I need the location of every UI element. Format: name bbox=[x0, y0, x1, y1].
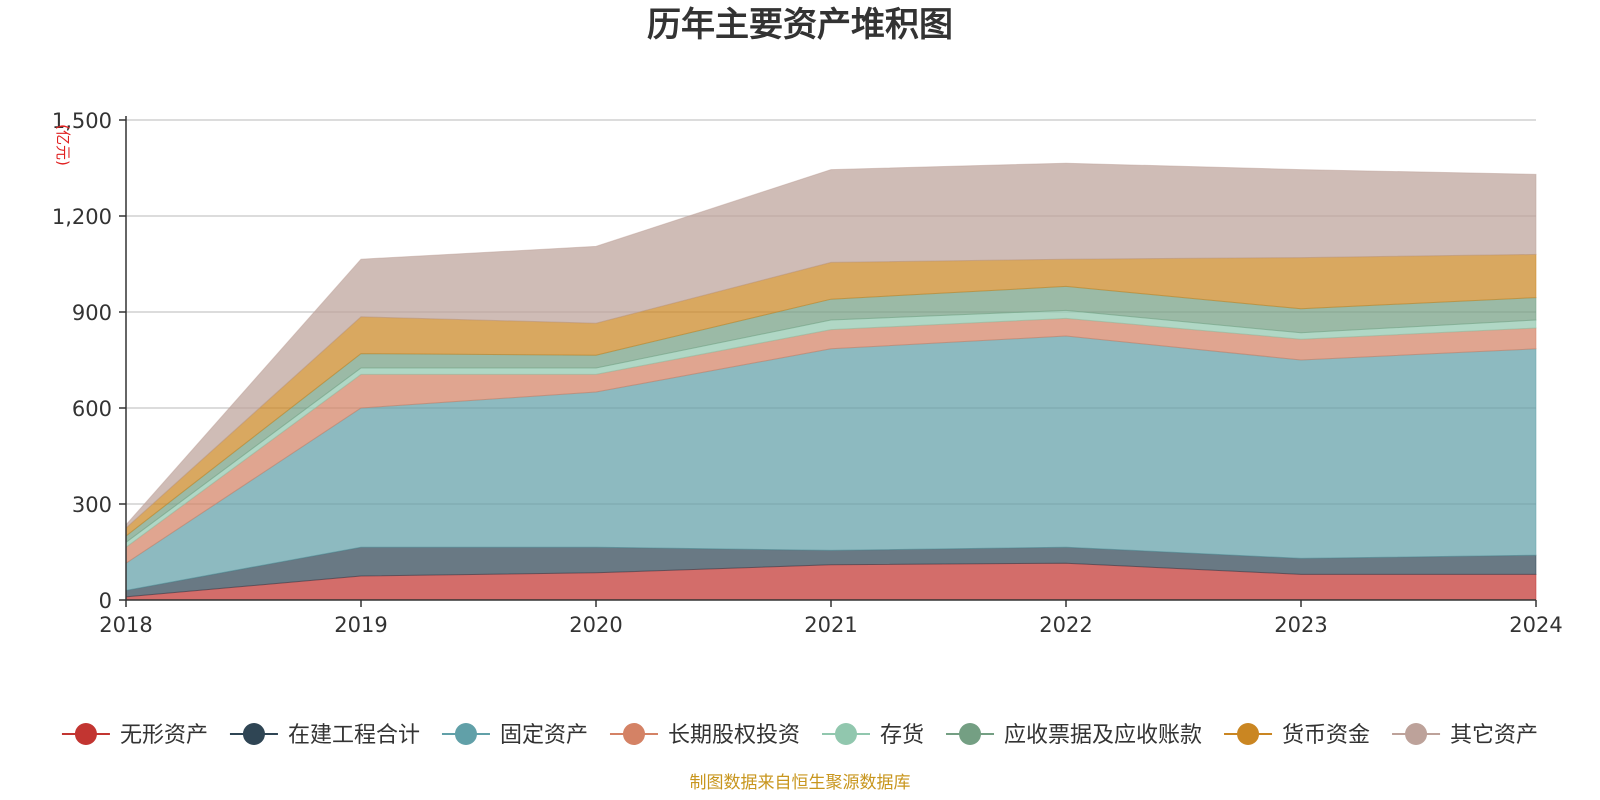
legend-marker bbox=[1405, 723, 1428, 745]
legend-item[interactable]: 固定资产 bbox=[441, 723, 588, 748]
legend-marker bbox=[454, 723, 477, 745]
y-tick-label: 1,200 bbox=[52, 205, 112, 229]
area-series bbox=[125, 162, 1537, 601]
legend-label: 固定资产 bbox=[500, 723, 588, 748]
x-tick-label: 2018 bbox=[99, 613, 152, 637]
legend-item[interactable]: 应收票据及应收账款 bbox=[946, 723, 1202, 748]
y-tick-label: 300 bbox=[72, 493, 112, 517]
data-source-note: 制图数据来自恒生聚源数据库 bbox=[690, 773, 911, 793]
legend-item[interactable]: 货币资金 bbox=[1224, 723, 1370, 748]
legend-marker bbox=[1237, 723, 1260, 745]
legend: 无形资产 在建工程合计 固定资产 长期股权投资 存货 应收票据及应收账款 货币资金 其它资产 bbox=[61, 723, 1538, 748]
chart-title: 历年主要资产堆积图 bbox=[647, 5, 953, 45]
legend-label: 货币资金 bbox=[1282, 723, 1370, 748]
y-tick-label: 1,500 bbox=[52, 109, 112, 133]
legend-label: 存货 bbox=[880, 723, 924, 748]
y-axis-unit: (亿元) bbox=[54, 124, 72, 166]
legend-label: 其它资产 bbox=[1450, 723, 1538, 748]
legend-label: 长期股权投资 bbox=[668, 723, 800, 748]
x-tick-label: 2021 bbox=[804, 613, 857, 637]
legend-marker bbox=[242, 723, 265, 745]
legend-marker bbox=[835, 723, 857, 745]
legend-item[interactable]: 无形资产 bbox=[61, 723, 208, 748]
y-tick-label: 600 bbox=[72, 397, 112, 421]
legend-item[interactable]: 存货 bbox=[822, 723, 924, 748]
x-tick-label: 2020 bbox=[569, 613, 622, 637]
x-tick-label: 2019 bbox=[334, 613, 387, 637]
axes: 0 300 600 900 1,200 1,500 2018 2019 2020 2021 2022… bbox=[52, 109, 1563, 637]
x-tick-label: 2024 bbox=[1509, 613, 1562, 637]
legend-label: 在建工程合计 bbox=[288, 723, 420, 748]
legend-item[interactable]: 其它资产 bbox=[1392, 723, 1538, 748]
y-tick-label: 900 bbox=[72, 301, 112, 325]
x-tick-label: 2023 bbox=[1274, 613, 1327, 637]
area-series-8 bbox=[125, 162, 1537, 530]
legend-label: 无形资产 bbox=[120, 723, 208, 748]
legend-marker bbox=[959, 723, 982, 745]
legend-label: 应收票据及应收账款 bbox=[1004, 723, 1202, 748]
x-tick-label: 2022 bbox=[1039, 613, 1092, 637]
legend-marker bbox=[74, 723, 97, 745]
y-tick-label: 0 bbox=[99, 589, 112, 613]
legend-item[interactable]: 长期股权投资 bbox=[609, 723, 800, 748]
legend-item[interactable]: 在建工程合计 bbox=[229, 723, 420, 748]
legend-marker bbox=[622, 723, 645, 745]
